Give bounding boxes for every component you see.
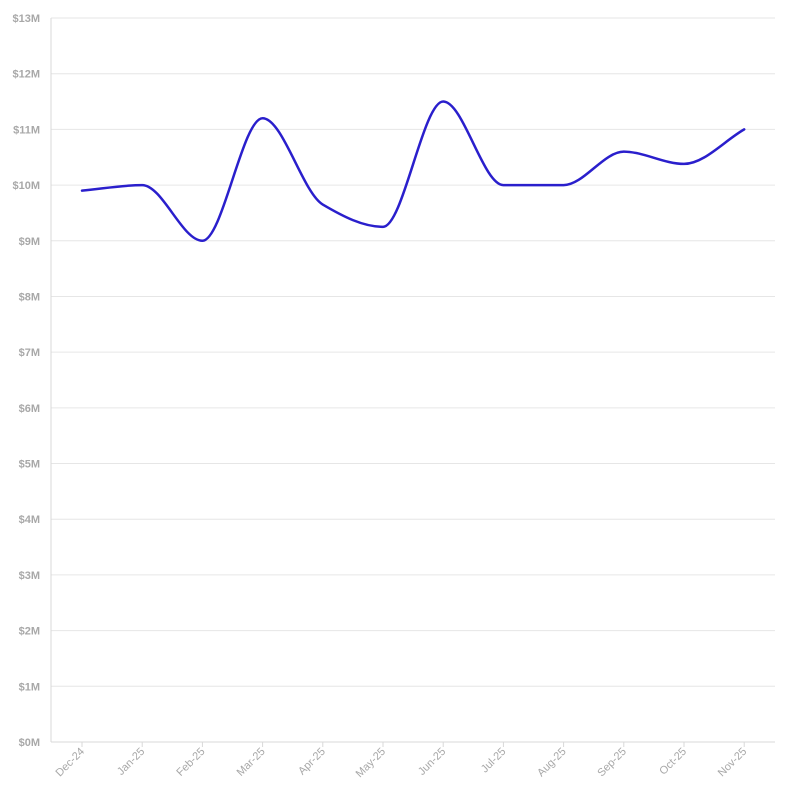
axes [50,18,775,747]
y-tick-label: $6M [19,403,40,415]
y-tick-label: $3M [19,570,40,582]
y-tick-label: $5M [19,459,40,471]
x-tick-label: Apr-25 [296,746,328,778]
y-axis-tick-labels: $0M $1M $2M $3M $4M $5M $6M $7M $8M $9M $10M $11M $1… [12,13,40,749]
x-tick-label: Oct-25 [657,746,689,778]
x-tick-label: Mar-25 [235,746,268,779]
y-tick-label: $11M [13,124,40,136]
x-axis-tick-labels: Dec-24 Jan-25 Feb-25 Mar-25 Apr-25 May-25 Jun-… [54,746,750,780]
x-tick-label: Jan-25 [115,746,147,778]
series [80,100,746,243]
x-tick-label: Dec-24 [54,746,88,780]
y-tick-label: $2M [19,626,40,638]
y-tick-label: $9M [19,236,40,248]
x-tick-label: Jun-25 [416,746,448,778]
y-tick-label: $12M [12,69,40,81]
y-tick-label: $7M [19,347,40,359]
y-tick-label: $4M [19,514,40,526]
x-tick-label: Feb-25 [174,746,207,779]
series-line [80,100,746,243]
y-tick-label: $13M [12,13,40,25]
gridlines [51,17,775,687]
x-tick-label: Nov-25 [716,746,750,780]
x-tick-label: Aug-25 [535,746,569,780]
y-tick-label: $10M [12,180,40,192]
y-tick-label: $0M [19,737,40,749]
y-tick-label: $8M [19,291,40,303]
y-tick-label: $1M [19,681,40,693]
x-tick-label: Jul-25 [479,746,509,776]
x-tick-label: May-25 [354,746,388,780]
x-tick-label: Sep-25 [595,746,629,780]
